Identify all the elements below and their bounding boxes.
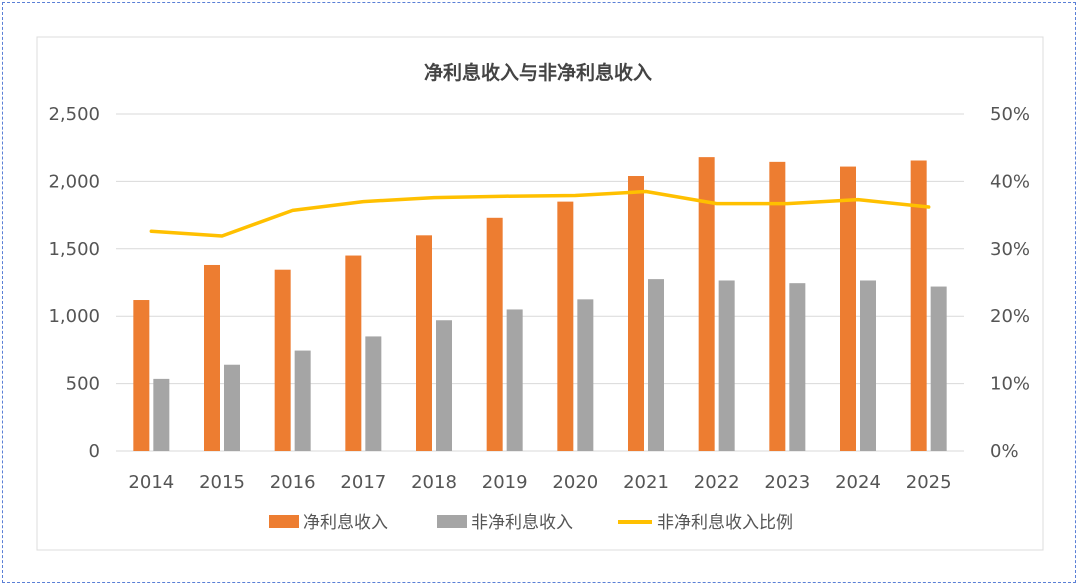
- y2-tick-label: 50%: [990, 104, 1030, 125]
- legend-label: 非净利息收入比例: [657, 513, 793, 533]
- y2-tick-label: 30%: [990, 239, 1030, 260]
- x-tick-label: 2025: [906, 472, 952, 493]
- bar-net-interest-2020: [557, 201, 574, 451]
- bar-non-net-interest-2014: [153, 378, 170, 451]
- y2-tick-label: 40%: [990, 171, 1030, 192]
- bar-net-interest-2018: [416, 235, 432, 451]
- x-tick-label: 2014: [128, 472, 174, 493]
- bar-non-net-interest-2017: [365, 336, 382, 451]
- x-axis: 2014 2015 2016 2017 2018 2019 2020 2021 2022 2023…: [128, 472, 951, 493]
- legend-swatch: [437, 515, 467, 528]
- bar-net-interest-2022: [698, 157, 715, 452]
- bar-net-interest-2021: [628, 176, 644, 451]
- bars-layer: [133, 157, 947, 452]
- bar-net-interest-2016: [274, 269, 291, 451]
- bar-net-interest-2015: [204, 264, 220, 451]
- x-tick-label: 2024: [835, 472, 881, 493]
- bar-net-interest-2025: [910, 160, 927, 452]
- x-tick-label: 2015: [199, 472, 245, 493]
- bar-net-interest-2023: [769, 161, 786, 451]
- y-tick-label: 0: [89, 441, 100, 462]
- x-tick-label: 2017: [340, 472, 386, 493]
- legend: 净利息收入 非净利息收入 非净利息收入比例: [269, 513, 793, 533]
- y-axis-right: 0% 10% 20% 30% 40% 50%: [990, 104, 1030, 462]
- x-tick-label: 2018: [411, 472, 457, 493]
- ratio-line: [149, 189, 931, 238]
- y-tick-label: 2,500: [48, 104, 100, 125]
- bar-net-interest-2014: [133, 300, 150, 451]
- x-tick-label: 2020: [552, 472, 598, 493]
- bar-non-net-interest-2023: [789, 283, 806, 451]
- legend-label: 非净利息收入: [471, 513, 573, 533]
- y-axis-left: 0 500 1,000 1,500 2,000 2,500: [48, 104, 100, 462]
- x-tick-label: 2016: [270, 472, 316, 493]
- y2-tick-label: 20%: [990, 306, 1030, 327]
- bar-non-net-interest-2022: [718, 280, 735, 451]
- bar-net-interest-2019: [486, 217, 503, 451]
- x-tick-label: 2022: [694, 472, 740, 493]
- bar-non-net-interest-2019: [506, 309, 523, 451]
- chart-title: 净利息收入与非净利息收入: [424, 61, 652, 84]
- bar-non-net-interest-2018: [436, 320, 452, 451]
- bar-non-net-interest-2020: [577, 299, 594, 451]
- bar-net-interest-2017: [345, 255, 362, 451]
- x-tick-label: 2019: [482, 472, 528, 493]
- bar-net-interest-2024: [840, 166, 856, 451]
- y-tick-label: 2,000: [48, 171, 100, 192]
- bar-non-net-interest-2021: [648, 279, 664, 451]
- grid-layer: [116, 113, 964, 452]
- bar-non-net-interest-2016: [294, 350, 311, 451]
- line-layer: [149, 189, 931, 238]
- y-tick-label: 1,000: [48, 306, 100, 327]
- y2-tick-label: 0%: [990, 441, 1019, 462]
- x-tick-label: 2023: [764, 472, 810, 493]
- y-tick-label: 500: [66, 374, 100, 395]
- bar-non-net-interest-2025: [930, 286, 947, 451]
- y-tick-label: 1,500: [48, 239, 100, 260]
- legend-swatch: [269, 515, 299, 528]
- bar-non-net-interest-2015: [224, 364, 240, 451]
- y2-tick-label: 10%: [990, 374, 1030, 395]
- legend-label: 净利息收入: [303, 513, 388, 533]
- x-tick-label: 2021: [623, 472, 669, 493]
- bar-non-net-interest-2024: [860, 280, 876, 451]
